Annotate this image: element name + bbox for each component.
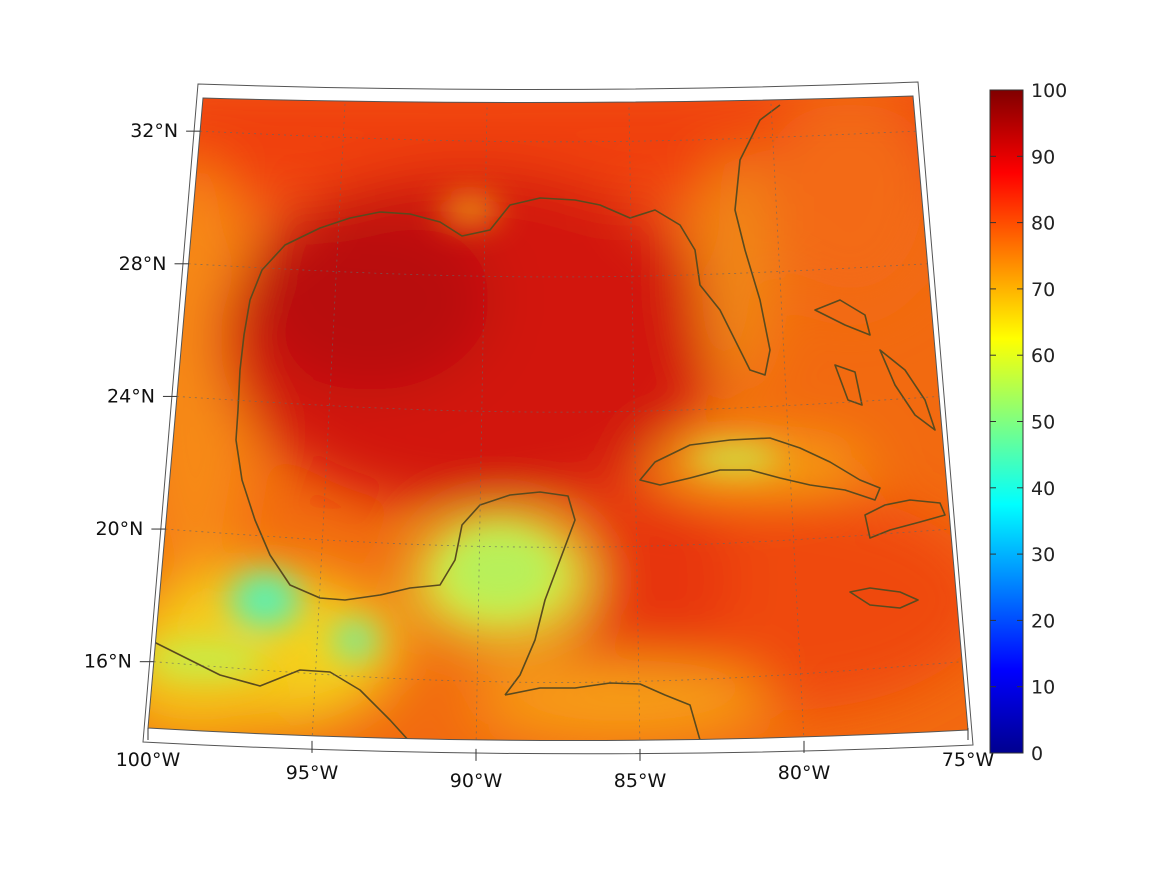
honduras-coastline — [504, 682, 701, 741]
colorbar-ticks: 0 10 20 30 40 50 60 70 80 90 100 — [990, 80, 1067, 765]
lat-tick-label: 20°N — [95, 518, 143, 540]
lat-tick-label: 24°N — [107, 385, 155, 407]
lon-gridline — [770, 103, 805, 741]
lon-tick-label: 100°W — [116, 749, 181, 771]
colorbar-tick-label: 20 — [1031, 610, 1055, 632]
map-heatmap-field — [148, 96, 968, 741]
lon-gridline — [628, 107, 641, 741]
lat-gridline — [165, 528, 951, 548]
hispaniola-coastline — [864, 499, 946, 539]
colorbar-tick-label: 10 — [1031, 677, 1055, 699]
colorbar-tick-label: 0 — [1031, 743, 1043, 765]
colorbar-tick-label: 40 — [1031, 478, 1055, 500]
colorbar-tick-label: 80 — [1031, 213, 1055, 235]
lon-tick-label: 75°W — [942, 749, 995, 771]
colorbar-tick-label: 70 — [1031, 279, 1055, 301]
colorbar: 0 10 20 30 40 50 60 70 80 90 100 — [989, 80, 1067, 765]
mexico-coastline — [235, 299, 576, 696]
lat-tick-label: 28°N — [119, 253, 167, 275]
lat-tick-label: 16°N — [84, 651, 132, 673]
lon-tick-label: 80°W — [778, 762, 831, 784]
colorbar-tick-label: 50 — [1031, 412, 1055, 434]
lat-gridline — [176, 396, 940, 413]
graticule-grid — [148, 97, 968, 741]
longitude-labels: 100°W 95°W 90°W 85°W 80°W 75°W — [116, 728, 995, 792]
lon-gridline — [475, 107, 488, 741]
lat-tick-label: 32°N — [130, 120, 178, 142]
lon-tick-label: 95°W — [286, 762, 339, 784]
cuba-coastline — [639, 437, 881, 501]
colorbar-tick-label: 60 — [1031, 345, 1055, 367]
colorbar-tick-label: 100 — [1031, 80, 1067, 102]
map-frame — [142, 81, 974, 755]
colorbar-tick-label: 30 — [1031, 544, 1055, 566]
colorbar-tick-label: 90 — [1031, 146, 1055, 168]
lon-tick-label: 90°W — [450, 770, 503, 792]
gulf-coastline — [249, 104, 781, 376]
bahamas-coastline — [814, 299, 936, 431]
lon-gridline — [311, 103, 346, 741]
latitude-labels: 16°N 20°N 24°N 28°N 32°N — [84, 120, 201, 673]
jamaica-coastline — [849, 587, 919, 609]
lon-tick-label: 85°W — [614, 770, 667, 792]
central-america-coastline — [149, 639, 411, 741]
coastline-layer — [149, 104, 946, 741]
